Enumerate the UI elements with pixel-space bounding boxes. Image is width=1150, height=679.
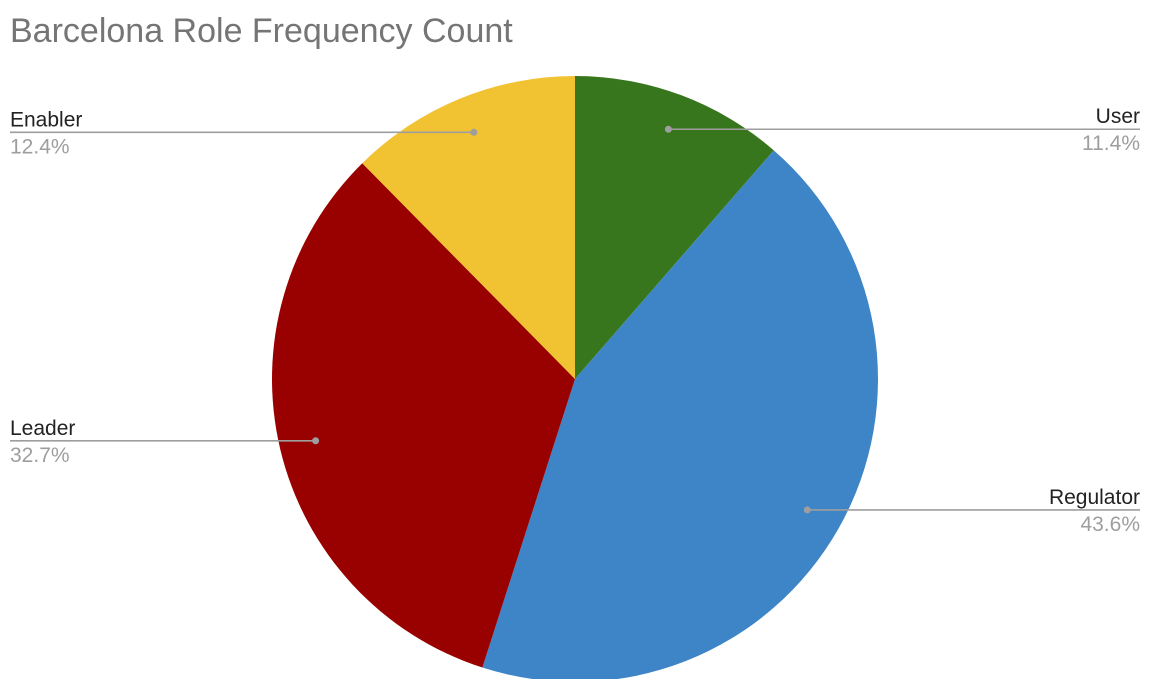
slice-label-leader: Leader bbox=[10, 417, 75, 440]
leader-dot-user bbox=[664, 125, 672, 133]
pie-labels: User 11.4% Regulator 43.6% Leader 32.7% Enable… bbox=[10, 105, 1140, 536]
pie-slice-enabler bbox=[362, 76, 575, 379]
slice-percent-regulator: 43.6% bbox=[1080, 513, 1140, 536]
slice-label-regulator: Regulator bbox=[1049, 486, 1140, 509]
pie-slice-regulator bbox=[482, 150, 878, 679]
slice-label-user: User bbox=[1096, 105, 1140, 128]
leader-dot-enabler bbox=[470, 128, 478, 136]
leader-dot-leader bbox=[312, 437, 320, 445]
slice-percent-leader: 32.7% bbox=[10, 444, 70, 467]
slice-label-enabler: Enabler bbox=[10, 108, 82, 131]
chart-title: Barcelona Role Frequency Count bbox=[10, 12, 513, 50]
slice-percent-user: 11.4% bbox=[1082, 132, 1140, 155]
pie-slice-leader bbox=[272, 163, 575, 668]
slice-percent-enabler: 12.4% bbox=[10, 135, 70, 158]
leader-dot-regulator bbox=[803, 506, 811, 514]
pie-slice-user bbox=[575, 76, 774, 379]
pie-slices bbox=[272, 76, 878, 679]
